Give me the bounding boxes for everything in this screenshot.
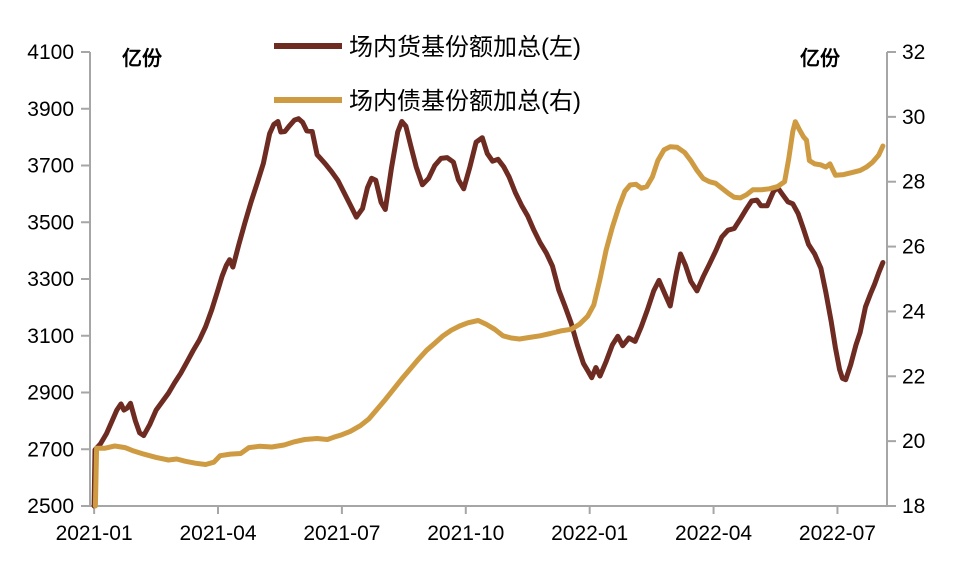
right-axis-tick-label: 24 xyxy=(902,300,926,323)
legend-label-bond-fund: 场内债基份额加总(右) xyxy=(349,88,581,115)
x-axis-tick-label: 2021-10 xyxy=(427,522,504,545)
right-axis-tick-label: 26 xyxy=(902,236,925,259)
left-axis-tick-label: 2700 xyxy=(27,438,74,461)
series-line-money-fund xyxy=(91,116,886,509)
right-axis-tick-label: 22 xyxy=(902,365,925,388)
right-axis-tick-label: 30 xyxy=(902,106,925,129)
right-axis-tick-label: 18 xyxy=(902,495,925,518)
right-axis-tick-label: 28 xyxy=(902,171,925,194)
left-axis-tick-label: 2500 xyxy=(27,495,74,518)
series-line-bond-fund xyxy=(92,119,886,509)
left-axis-tick-label: 3700 xyxy=(27,155,74,178)
x-axis-tick-label: 2021-04 xyxy=(179,522,256,545)
right-axis-tick-label: 32 xyxy=(902,41,925,64)
left-axis-tick-label: 3300 xyxy=(27,268,74,291)
x-axis-tick-label: 2022-01 xyxy=(551,522,628,545)
axes: 4100 3900 3700 3500 3300 3100 2900 2700 2500 32 30… xyxy=(27,41,925,545)
legend-label-money-fund: 场内货基份额加总(左) xyxy=(349,34,581,61)
left-axis-tick-label: 3500 xyxy=(27,211,74,234)
x-axis-tick-label: 2022-04 xyxy=(675,522,752,545)
left-axis-tick-label: 3100 xyxy=(27,325,74,348)
left-axis-tick-label: 2900 xyxy=(27,382,74,405)
x-axis-tick-label: 2022-07 xyxy=(799,522,876,545)
left-axis-tick-label: 4100 xyxy=(27,41,74,64)
series-lines xyxy=(91,116,886,509)
x-axis-tick-label: 2021-01 xyxy=(56,522,133,545)
x-axis-tick-label: 2021-07 xyxy=(303,522,380,545)
left-axis-unit-label: 亿份 xyxy=(122,46,163,70)
left-axis-tick-label: 3900 xyxy=(27,98,74,121)
legend: 场内货基份额加总(左) 场内债基份额加总(右) xyxy=(274,34,581,115)
right-axis-tick-label: 20 xyxy=(902,430,925,453)
right-axis-unit-label: 亿份 xyxy=(800,46,841,70)
